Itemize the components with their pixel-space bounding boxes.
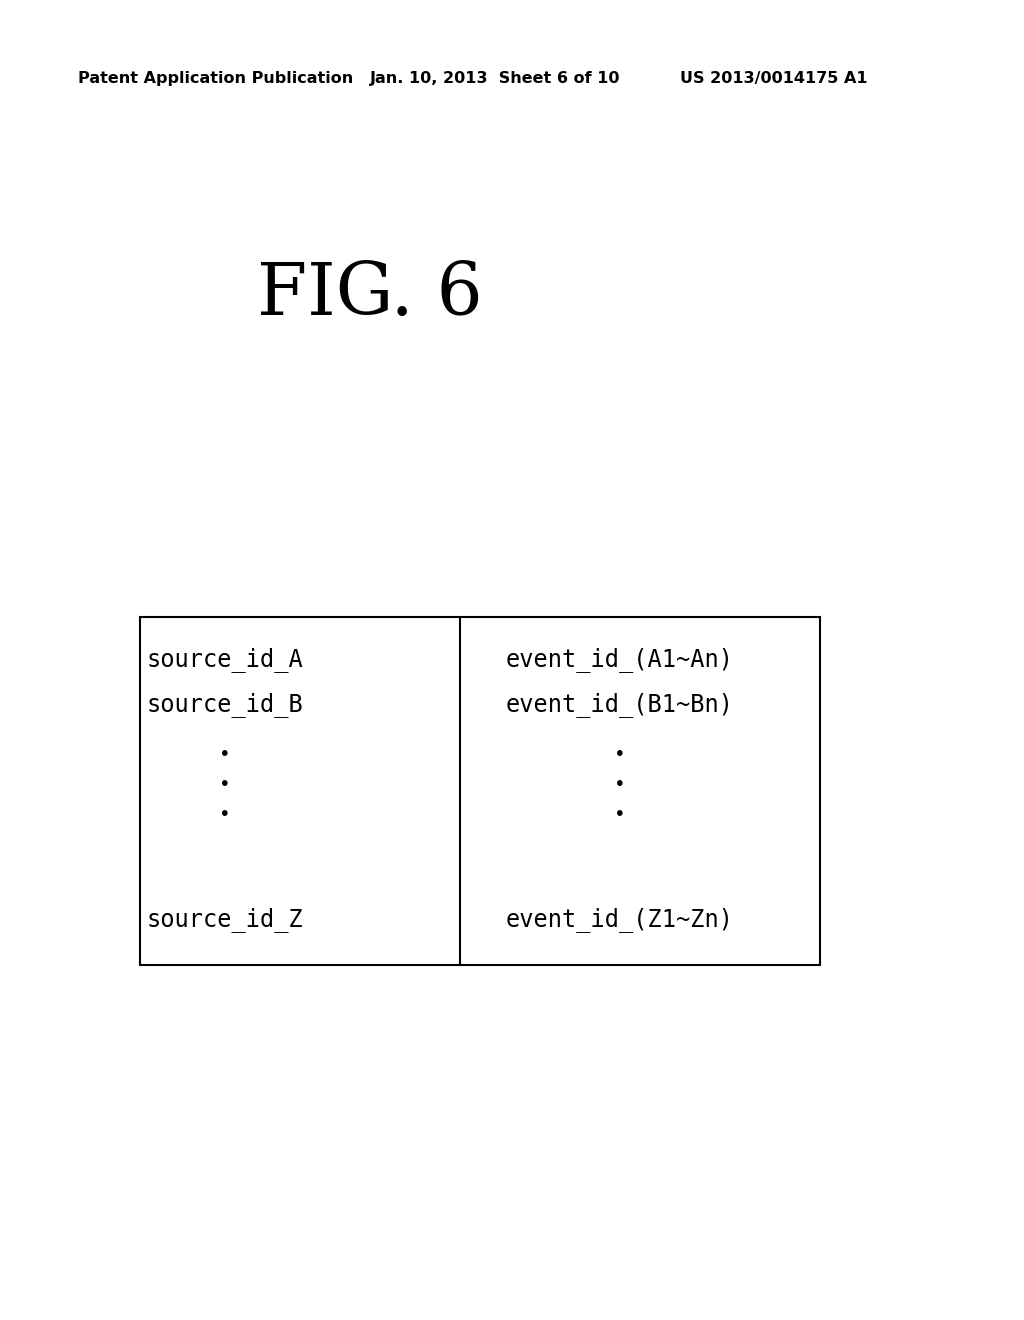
Text: event_id_(B1~Bn): event_id_(B1~Bn) [506,693,734,718]
Text: •: • [614,776,626,795]
Text: source_id_A: source_id_A [146,648,303,672]
Bar [140,616,820,965]
Text: •: • [219,746,230,764]
Text: Jan. 10, 2013  Sheet 6 of 10: Jan. 10, 2013 Sheet 6 of 10 [370,70,621,86]
Text: source_id_B: source_id_B [146,693,303,718]
Text: Patent Application Publication: Patent Application Publication [78,70,353,86]
Text: event_id_(Z1~Zn): event_id_(Z1~Zn) [506,908,734,932]
Text: US 2013/0014175 A1: US 2013/0014175 A1 [680,70,867,86]
Text: event_id_(A1~An): event_id_(A1~An) [506,648,734,672]
Text: •: • [614,805,626,825]
Text: •: • [614,746,626,764]
Text: •: • [219,776,230,795]
Text: •: • [219,805,230,825]
Text: source_id_Z: source_id_Z [146,908,303,932]
Text: FIG. 6: FIG. 6 [257,260,482,330]
